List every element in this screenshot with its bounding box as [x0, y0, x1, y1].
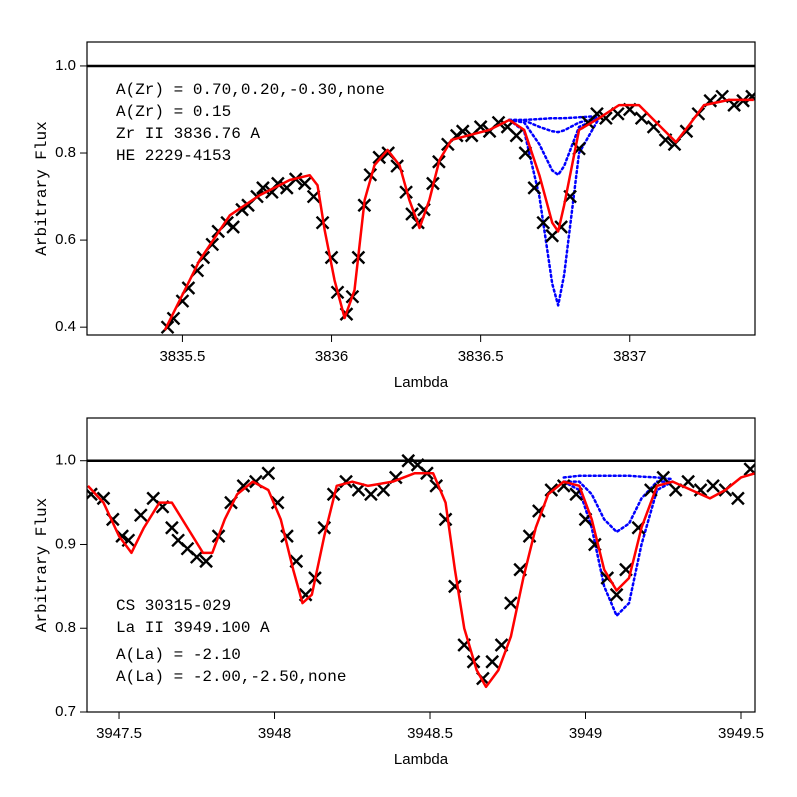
plot-frame — [86, 41, 756, 336]
data-point — [261, 466, 276, 481]
data-point — [438, 512, 453, 527]
data-point — [536, 215, 551, 230]
x-tick-label: 3837 — [613, 348, 646, 365]
data-point — [527, 180, 542, 195]
x-tick-label: 3949 — [569, 725, 602, 742]
x-axis-label: Lambda — [394, 751, 449, 768]
x-tick-label: 3947.5 — [96, 725, 142, 742]
model-dotted-line — [508, 114, 601, 122]
plot-area — [87, 453, 755, 689]
x-tick-label: 3949.5 — [718, 725, 764, 742]
x-tick-label: 3835.5 — [159, 348, 205, 365]
data-point — [376, 483, 391, 497]
data-point — [634, 111, 649, 126]
annotation: La II 3949.100 A — [116, 619, 270, 637]
y-tick-label: 0.4 — [55, 318, 76, 335]
model-dotted-line — [508, 116, 601, 307]
data-point — [364, 487, 378, 502]
data-point — [363, 167, 378, 182]
data-point — [96, 491, 111, 506]
x-tick-label: 3948 — [258, 725, 291, 742]
data-point — [504, 596, 518, 610]
data-point — [236, 478, 251, 493]
plot-frame — [86, 417, 756, 713]
model-dotted-line — [508, 116, 601, 177]
y-tick-label: 1.0 — [55, 452, 76, 469]
annotation: A(Zr) = 0.70,0.20,-0.30,none — [116, 81, 385, 99]
data-point — [351, 483, 366, 497]
data-point — [324, 250, 339, 265]
y-tick-label: 0.8 — [55, 144, 76, 161]
model-line — [163, 98, 754, 331]
data-point — [485, 654, 500, 669]
data-point — [706, 478, 720, 493]
model-dotted-line — [562, 480, 674, 617]
data-point — [189, 550, 204, 564]
x-axis-label: Lambda — [394, 374, 449, 391]
data-point — [509, 128, 524, 143]
annotation: A(La) = -2.10 — [116, 646, 241, 664]
annotation: HE 2229-4153 — [116, 147, 231, 165]
data-point — [599, 111, 613, 126]
x-tick-label: 3948.5 — [407, 725, 453, 742]
data-point — [199, 554, 213, 569]
annotation: Zr II 3836.76 A — [116, 125, 260, 143]
data-point — [133, 508, 148, 523]
data-point — [609, 587, 624, 602]
model-dotted-line — [562, 480, 674, 534]
data-point — [226, 220, 240, 234]
annotation: CS 30315-029 — [116, 597, 231, 615]
y-tick-label: 0.6 — [55, 231, 76, 248]
model-line — [87, 472, 755, 689]
y-tick-label: 0.7 — [55, 703, 76, 720]
annotation: A(La) = -2.00,-2.50,none — [116, 668, 346, 686]
data-point — [693, 483, 708, 497]
x-tick-label: 3836 — [315, 348, 348, 365]
data-point — [270, 495, 285, 510]
y-tick-label: 1.0 — [55, 57, 76, 74]
data-point — [165, 520, 179, 535]
model-dotted-line — [508, 116, 601, 134]
plot-area — [87, 64, 755, 335]
data-point — [297, 176, 312, 191]
annotation: A(Zr) = 0.15 — [116, 103, 231, 121]
y-axis-label: Arbitrary Flux — [33, 498, 51, 632]
panel: 0.4 0.6 0.8 1.0 3835.5 3836 3836.5 3837 Lambda Ar… — [33, 41, 756, 391]
data-point — [731, 491, 745, 506]
x-tick-label: 3836.5 — [458, 348, 504, 365]
data-point — [401, 453, 416, 468]
y-tick-label: 0.9 — [55, 535, 76, 552]
panel: 0.7 0.8 0.9 1.0 3947.5 3948 3948.5 3949 3949.5 La… — [33, 417, 764, 768]
data-point — [656, 470, 671, 485]
y-tick-label: 0.8 — [55, 619, 76, 636]
model-dotted-line — [562, 474, 674, 481]
y-axis-label: Arbitrary Flux — [33, 121, 51, 255]
